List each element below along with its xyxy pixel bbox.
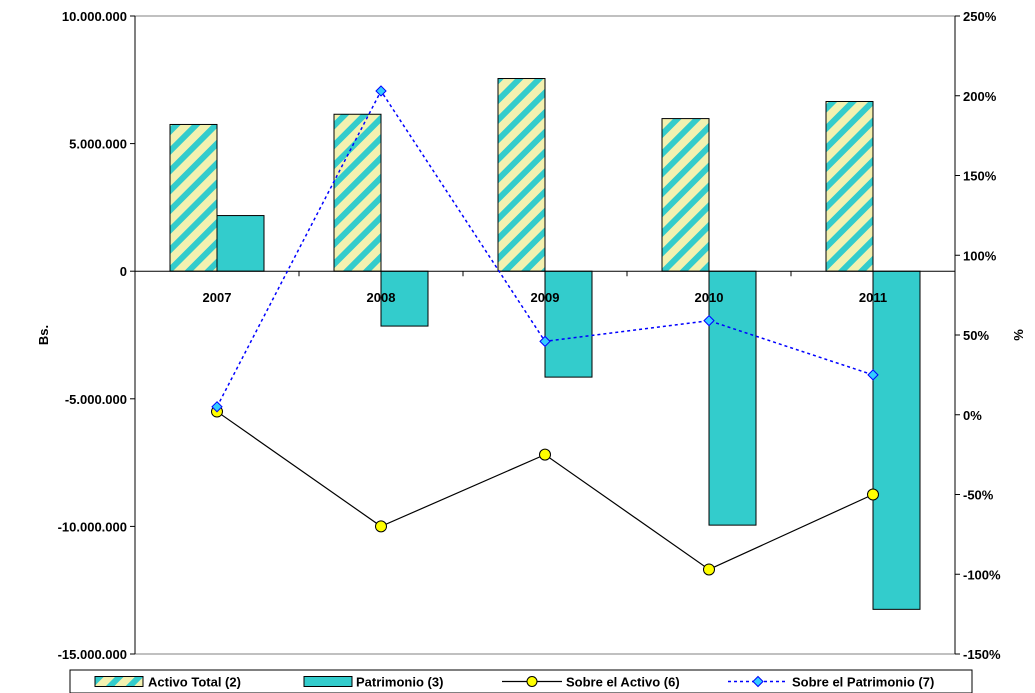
bar-patrimonio <box>872 270 921 610</box>
bar-activo-total <box>169 123 218 272</box>
left-tick-label: 0 <box>120 264 127 279</box>
bar-activo-total <box>333 113 382 272</box>
bar-activo-total <box>661 118 710 272</box>
marker-sobre-el-activo <box>375 520 387 533</box>
marker-sobre-el-patrimonio <box>703 314 715 327</box>
left-axis-title: Bs. <box>36 325 51 345</box>
legend-marker-sobre-el-activo <box>526 676 538 687</box>
legend-swatch-activo-total <box>94 676 144 687</box>
right-tick-label: -50% <box>963 488 994 503</box>
category-label: 2010 <box>695 290 724 305</box>
bar-patrimonio <box>216 215 265 272</box>
legend-label-sobre-el-patrimonio: Sobre el Patrimonio (7) <box>792 675 934 690</box>
left-tick-label: 10.000.000 <box>62 9 127 24</box>
legend-marker-sobre-el-patrimonio <box>752 675 764 688</box>
marker-sobre-el-activo <box>867 488 879 501</box>
marker-sobre-el-activo <box>703 563 715 576</box>
legend-swatch-patrimonio <box>303 676 353 687</box>
marker-sobre-el-activo <box>539 448 551 461</box>
left-tick-label: -15.000.000 <box>58 647 127 662</box>
bar-patrimonio <box>708 270 757 526</box>
category-label: 2009 <box>531 290 560 305</box>
category-label: 2008 <box>367 290 396 305</box>
right-tick-label: 50% <box>963 328 989 343</box>
bar-patrimonio <box>380 270 429 327</box>
legend-label-sobre-el-activo: Sobre el Activo (6) <box>566 675 680 690</box>
right-tick-label: -150% <box>963 647 1001 662</box>
category-label: 2007 <box>203 290 232 305</box>
legend-label-activo-total: Activo Total (2) <box>148 675 241 690</box>
left-tick-label: -5.000.000 <box>65 392 127 407</box>
right-tick-label: 200% <box>963 89 997 104</box>
category-label: 2011 <box>859 290 887 305</box>
marker-sobre-el-patrimonio <box>867 369 879 381</box>
marker-sobre-el-patrimonio <box>539 335 551 348</box>
right-tick-label: 150% <box>963 169 997 184</box>
right-tick-label: 100% <box>963 248 997 263</box>
right-tick-label: 0% <box>963 408 982 423</box>
left-tick-label: 5.000.000 <box>69 137 127 152</box>
left-tick-label: -10.000.000 <box>58 519 127 534</box>
marker-sobre-el-patrimonio <box>375 85 387 97</box>
bar-patrimonio <box>544 270 593 378</box>
right-tick-label: -100% <box>963 567 1001 582</box>
marker-sobre-el-patrimonio <box>211 401 223 413</box>
legend-label-patrimonio: Patrimonio (3) <box>356 675 443 690</box>
bar-activo-total <box>825 100 874 272</box>
bar-activo-total <box>497 78 546 272</box>
right-axis-title: % <box>1011 329 1026 341</box>
right-tick-label: 250% <box>963 9 997 24</box>
